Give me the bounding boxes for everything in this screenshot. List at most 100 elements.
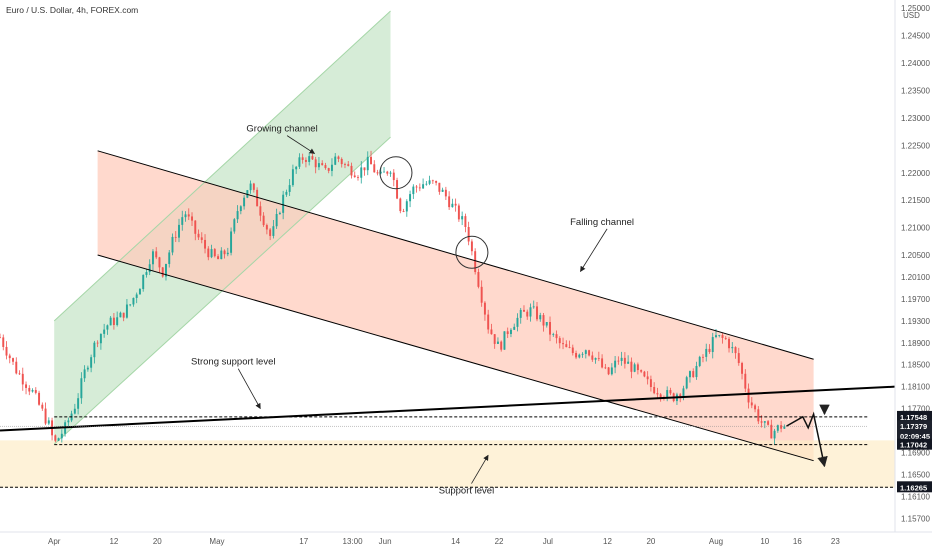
candle-body [636, 364, 639, 371]
x-tick-label: 14 [451, 537, 460, 546]
candle-body [435, 180, 438, 183]
chart-title: Euro / U.S. Dollar, 4h, FOREX.com [6, 5, 138, 15]
annotation-label: Strong support level [191, 357, 276, 368]
candle-body [194, 220, 197, 234]
x-tick-label: 10 [760, 537, 769, 546]
candle-body [734, 347, 737, 354]
price-tag-label: 1.17042 [900, 441, 927, 450]
candle-body [191, 216, 193, 221]
candle-body [744, 373, 747, 389]
price-tag [897, 438, 932, 450]
line-falling-upper [97, 150, 814, 360]
candle-body [28, 387, 31, 392]
y-tick-label: 1.15700 [901, 514, 930, 523]
y-tick-label: 1.20500 [901, 251, 930, 260]
candle-body [38, 392, 41, 405]
candle-body [370, 156, 372, 165]
candle-body [698, 356, 701, 366]
candle-body [376, 172, 379, 174]
candle-body [54, 435, 57, 441]
candle-body [373, 164, 376, 173]
candle-body [705, 348, 708, 357]
candle-body [282, 194, 285, 213]
candle-body [695, 365, 698, 378]
candle-body [125, 304, 128, 318]
candle-body [653, 387, 656, 394]
candle-body [340, 158, 343, 165]
candle-body [311, 156, 314, 160]
x-tick-label: 12 [603, 537, 612, 546]
candle-body [601, 358, 604, 368]
candle-body [630, 361, 633, 372]
candle-body [360, 167, 363, 178]
candle-body [265, 225, 268, 230]
candle-body [106, 325, 109, 330]
candle-body [148, 264, 151, 273]
candle-body [487, 314, 490, 330]
annotation-arrow [286, 135, 316, 154]
candle-body [702, 356, 704, 358]
candle-body [379, 171, 382, 174]
candle-body [285, 191, 288, 195]
candle-body [151, 251, 154, 265]
candle-body [171, 236, 174, 253]
candle-body [581, 353, 584, 355]
candle-body [298, 157, 301, 167]
candle-body [132, 297, 135, 305]
candle-body [467, 226, 470, 242]
y-tick-label: 1.18100 [901, 383, 930, 392]
candle-body [73, 408, 76, 414]
candle-body [649, 379, 652, 388]
candle-body [200, 237, 203, 240]
candle-body [682, 388, 685, 396]
candle-body [275, 214, 278, 227]
candle-body [659, 394, 662, 398]
candle-body [230, 231, 233, 253]
candle-body [454, 203, 457, 206]
candle-body [607, 367, 610, 375]
candle-body [679, 394, 682, 396]
candle-body [2, 337, 5, 347]
candle-body [718, 335, 721, 336]
candle-body [571, 347, 574, 354]
candle-body [34, 390, 37, 393]
candle-body [633, 364, 636, 372]
candle-body [480, 286, 483, 303]
candle-body [783, 426, 786, 429]
candle-body [210, 249, 213, 258]
candle-body [327, 168, 330, 171]
candle-body [545, 321, 548, 326]
candle-body [135, 294, 138, 298]
y-tick-label: 1.24500 [901, 32, 930, 41]
candle-body [431, 180, 434, 182]
price-tag [897, 420, 932, 443]
y-axis-unit: USD [903, 11, 920, 20]
growing-channel-upper [53, 10, 391, 322]
y-tick-label: 1.19300 [901, 317, 930, 326]
y-tick-label: 1.20100 [901, 273, 930, 282]
candle-body [688, 371, 691, 378]
candle-body [57, 438, 60, 441]
candle-body [357, 177, 359, 178]
candle-body [640, 370, 643, 372]
candle-body [451, 203, 454, 208]
candle-body [539, 315, 542, 320]
x-tick-label: 12 [109, 537, 118, 546]
y-tick-label: 1.23000 [901, 114, 930, 123]
candle-body [301, 157, 304, 160]
line-strong-support-level [0, 385, 896, 432]
candle-body [754, 405, 757, 410]
y-tick-label: 1.21000 [901, 224, 930, 233]
candle-body [25, 384, 28, 388]
candle-body [116, 317, 119, 326]
candle-body [578, 354, 581, 358]
candle-body [93, 342, 96, 358]
y-axis-panel [895, 0, 932, 550]
price-tag-label: 1.17379 [900, 422, 927, 431]
candle-body [542, 315, 545, 326]
annotation-label: Falling channel [570, 217, 634, 228]
candle-body [529, 307, 532, 317]
candle-body [363, 167, 366, 171]
